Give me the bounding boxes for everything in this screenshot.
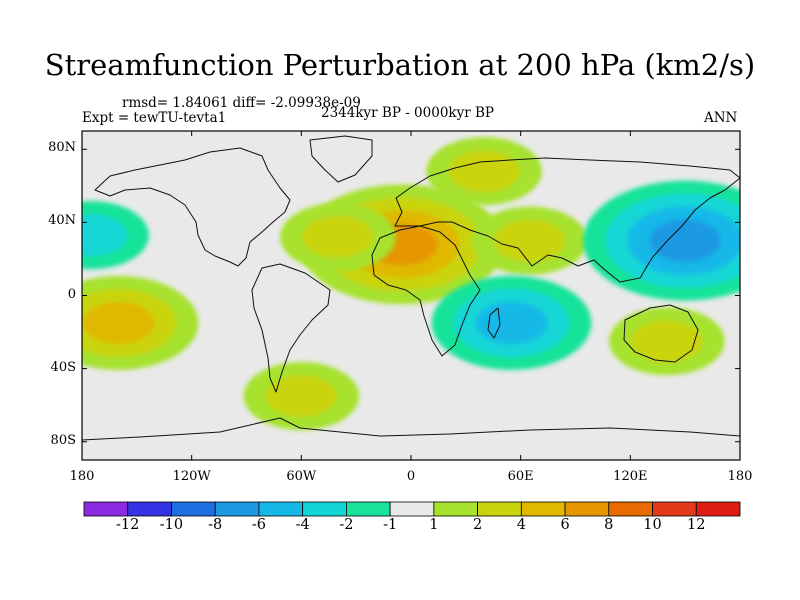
colorbar-swatch (83, 501, 129, 517)
stats-line: rmsd= 1.84061 diff= -2.09938e-09 (122, 95, 361, 111)
colorbar-swatch (608, 501, 653, 517)
x-tick-label: 60E (507, 469, 534, 484)
colorbar-swatch (477, 501, 522, 517)
colorbar-label: 4 (516, 517, 526, 533)
anomaly-8 (431, 275, 592, 370)
x-tick-label: 0 (406, 469, 416, 484)
anomaly-10 (243, 362, 360, 431)
contour-level (494, 219, 566, 262)
colorbar-label: -10 (159, 517, 184, 533)
colorbar-label: -12 (116, 517, 140, 533)
contour-level (302, 216, 374, 259)
y-tick-label: 40S (50, 359, 76, 375)
y-tick-label: 0 (67, 286, 76, 302)
x-tick-label: 180 (69, 469, 95, 484)
anomaly-5 (583, 180, 740, 301)
colorbar-label: -2 (339, 517, 354, 533)
anomaly-field (82, 137, 740, 431)
season-label: ANN (704, 110, 738, 126)
colorbar-swatch (564, 501, 610, 517)
anomaly-7 (82, 275, 199, 370)
colorbar-label: 8 (604, 517, 614, 533)
x-tick-label: 180 (727, 469, 753, 484)
colorbar-swatch (695, 501, 741, 517)
coast-eurasia (394, 157, 740, 283)
contour-level (631, 320, 703, 363)
colorbar-swatch (345, 501, 391, 517)
anomaly-2 (280, 203, 396, 272)
x-tick-label: 120E (613, 469, 648, 484)
colorbar-label: -6 (251, 517, 266, 533)
colorbar-label: -4 (295, 517, 310, 533)
colorbar-swatch (258, 501, 304, 517)
coast-australia (623, 304, 699, 363)
coast-africa (371, 225, 481, 357)
colorbar-swatch (171, 501, 216, 517)
colorbar (83, 501, 741, 517)
colorbar-swatch (652, 501, 697, 517)
chart-title: Streamfunction Perturbation at 200 hPa (… (44, 48, 756, 82)
contour-level (82, 301, 155, 344)
axis-ticks (81, 131, 741, 460)
colorbar-swatch (433, 501, 479, 517)
colorbar-label: 12 (687, 517, 706, 533)
coast-madagascar (487, 307, 501, 339)
colorbar-label: 1 (429, 517, 439, 533)
y-tick-label: 40N (48, 213, 76, 229)
colorbar-swatch (214, 501, 260, 517)
colorbar-label: 6 (560, 517, 570, 533)
coast-north-america (94, 147, 291, 267)
colorbar-label: -1 (383, 517, 398, 533)
colorbar-swatch (302, 501, 347, 517)
coast-antarctica (82, 417, 740, 441)
coast-south-america (251, 263, 331, 393)
anomaly-6 (82, 201, 149, 270)
colorbar-label: -8 (208, 517, 223, 533)
contour-level (448, 150, 520, 193)
contour-level (475, 301, 548, 344)
contour-level (82, 214, 127, 257)
y-tick-label: 80N (48, 140, 76, 156)
coastlines (82, 135, 740, 441)
y-tick-label: 80S (50, 432, 76, 448)
colorbar-label: 10 (643, 517, 662, 533)
x-tick-label: 60W (286, 469, 317, 484)
colorbar-swatch (520, 501, 566, 517)
anomaly-4 (472, 206, 588, 275)
contour-level (265, 375, 338, 418)
experiment-label: Expt = tewTU-tevta1 (82, 110, 227, 126)
contour-level (649, 219, 721, 262)
colorbar-swatch (389, 501, 435, 517)
x-tick-label: 120W (172, 469, 211, 484)
colorbar-swatch (127, 501, 172, 517)
coast-greenland (309, 135, 373, 183)
period-label: 2344kyr BP - 0000kyr BP (321, 105, 494, 121)
anomaly-9 (609, 307, 725, 376)
colorbar-label: 2 (472, 517, 483, 533)
